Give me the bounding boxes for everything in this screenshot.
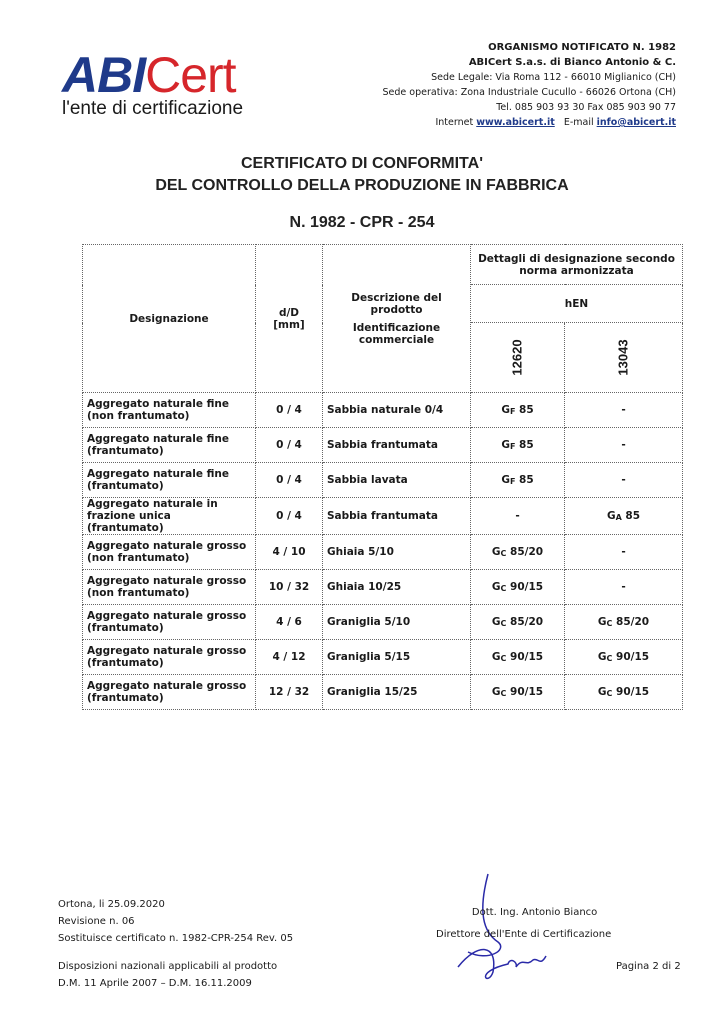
en12620-cell: GF 85 (470, 427, 565, 463)
table-row: Aggregato naturale grosso (frantumato) 12… (82, 674, 683, 710)
en13043-cell: GC 85/20 (564, 604, 683, 640)
designation-cell: Aggregato naturale grosso (frantumato) (82, 639, 256, 675)
en12620-cell: GC 90/15 (470, 639, 565, 675)
table-row: Aggregato naturale grosso (frantumato) 4 … (82, 639, 683, 675)
en12620-cell: GF 85 (470, 392, 565, 428)
table-row: Aggregato naturale grosso (non frantumat… (82, 534, 683, 570)
table-row: Aggregato naturale fine (non frantumato)… (82, 392, 683, 428)
en13043-cell: - (564, 569, 683, 605)
legal-address: Sede Legale: Via Roma 112 - 66010 Miglia… (431, 72, 676, 83)
operative-address: Sede operativa: Zona Industriale Cucullo… (382, 87, 676, 98)
table-row: Aggregato naturale fine (frantumato) 0 / … (82, 462, 683, 498)
en12620-cell: GC 85/20 (470, 604, 565, 640)
logo-abi: ABI (62, 47, 146, 103)
table-row: Aggregato naturale grosso (non frantumat… (82, 569, 683, 605)
dD-cell: 12 / 32 (255, 674, 323, 710)
table-row: Aggregato naturale in frazione unica (fr… (82, 497, 683, 535)
en12620-cell: GC 85/20 (470, 534, 565, 570)
en13043-cell: - (564, 427, 683, 463)
table-row: Aggregato naturale fine (frantumato) 0 / … (82, 427, 683, 463)
product-name-cell: Ghiaia 5/10 (322, 534, 471, 570)
replaces: Sostituisce certificato n. 1982-CPR-254 … (58, 933, 294, 944)
abicert-logo: ABICert l'ente di certificazione (62, 50, 243, 120)
header-hen: hEN (470, 284, 683, 323)
header-details: Dettagli di designazione secondo norma a… (470, 244, 683, 285)
notified-body: ORGANISMO NOTIFICATO N. 1982 (488, 42, 676, 53)
certificate-subtitle: DEL CONTROLLO DELLA PRODUZIONE IN FABBRI… (155, 177, 569, 194)
logo-tagline: l'ente di certificazione (62, 98, 244, 119)
product-name-cell: Sabbia lavata (322, 462, 471, 498)
revision: Revisione n. 06 (58, 916, 135, 927)
designation-cell: Aggregato naturale grosso (non frantumat… (82, 569, 256, 605)
footer-signer: Dott. Ing. Antonio Bianco Direttore dell… (436, 904, 611, 943)
product-name-cell: Graniglia 5/10 (322, 604, 471, 640)
email-label: E-mail (563, 117, 594, 128)
organization-header: ORGANISMO NOTIFICATO N. 1982 ABICert S.a… (383, 40, 676, 130)
national-decrees: D.M. 11 Aprile 2007 – D.M. 16.11.2009 (58, 978, 252, 989)
en13043-cell: GC 90/15 (564, 674, 683, 710)
dD-cell: 0 / 4 (255, 427, 323, 463)
designation-cell: Aggregato naturale grosso (frantumato) (82, 674, 256, 710)
en13043-cell: - (564, 534, 683, 570)
signer-name: Dott. Ing. Antonio Bianco (471, 907, 598, 918)
logo-cert: Cert (145, 47, 236, 103)
signature (457, 873, 547, 980)
en12620-cell: GC 90/15 (470, 674, 565, 710)
product-name-cell: Ghiaia 10/25 (322, 569, 471, 605)
product-name-cell: Graniglia 15/25 (322, 674, 471, 710)
product-name-cell: Sabbia frantumata (322, 497, 471, 535)
page-number: Pagina 2 di 2 (616, 961, 681, 972)
dD-cell: 0 / 4 (255, 392, 323, 428)
en12620-cell: GC 90/15 (470, 569, 565, 605)
dD-cell: 4 / 12 (255, 639, 323, 675)
internet-label: Internet (435, 117, 474, 128)
product-name-cell: Graniglia 5/15 (322, 639, 471, 675)
designation-cell: Aggregato naturale fine (frantumato) (82, 462, 256, 498)
designation-cell: Aggregato naturale grosso (frantumato) (82, 604, 256, 640)
footer-left: Ortona, li 25.09.2020 Revisione n. 06 So… (58, 896, 293, 992)
header-12620: 12620 (470, 322, 565, 393)
email-link[interactable]: info@abicert.it (596, 117, 676, 128)
dD-cell: 4 / 10 (255, 534, 323, 570)
dD-cell: 0 / 4 (255, 497, 323, 535)
header-designazione: Designazione (82, 244, 256, 393)
certificate-number: N. 1982 - CPR - 254 (289, 214, 435, 231)
en13043-cell: GC 90/15 (564, 639, 683, 675)
designation-cell: Aggregato naturale fine (non frantumato) (82, 392, 256, 428)
product-table: Designazione d/D [mm] Descrizione del pro… (82, 244, 683, 710)
product-name-cell: Sabbia frantumata (322, 427, 471, 463)
header-descrizione: Descrizione del prodotto Identificazione … (322, 244, 471, 393)
en12620-cell: GF 85 (470, 462, 565, 498)
table-row: Aggregato naturale grosso (frantumato) 4 … (82, 604, 683, 640)
phone-fax: Tel. 085 903 93 30 Fax 085 903 90 77 (496, 102, 676, 113)
dD-cell: 0 / 4 (255, 462, 323, 498)
header-dD: d/D [mm] (255, 244, 323, 393)
company-name: ABICert S.a.s. di Bianco Antonio & C. (468, 57, 676, 68)
designation-cell: Aggregato naturale grosso (non frantumat… (82, 534, 256, 570)
product-name-cell: Sabbia naturale 0/4 (322, 392, 471, 428)
designation-cell: Aggregato naturale fine (frantumato) (82, 427, 256, 463)
dD-cell: 10 / 32 (255, 569, 323, 605)
en13043-cell: - (564, 392, 683, 428)
header-13043: 13043 (564, 322, 683, 393)
signer-role: Direttore dell'Ente di Certificazione (436, 929, 612, 940)
issue-date: Ortona, li 25.09.2020 (58, 899, 165, 910)
website-link[interactable]: www.abicert.it (476, 117, 555, 128)
en12620-cell: - (470, 497, 565, 535)
en13043-cell: - (564, 462, 683, 498)
certificate-title: CERTIFICATO DI CONFORMITA' (240, 155, 483, 172)
dD-cell: 4 / 6 (255, 604, 323, 640)
en13043-cell: GA 85 (564, 497, 683, 535)
national-provisions: Disposizioni nazionali applicabili al pr… (58, 961, 278, 972)
designation-cell: Aggregato naturale in frazione unica (fr… (82, 497, 256, 535)
